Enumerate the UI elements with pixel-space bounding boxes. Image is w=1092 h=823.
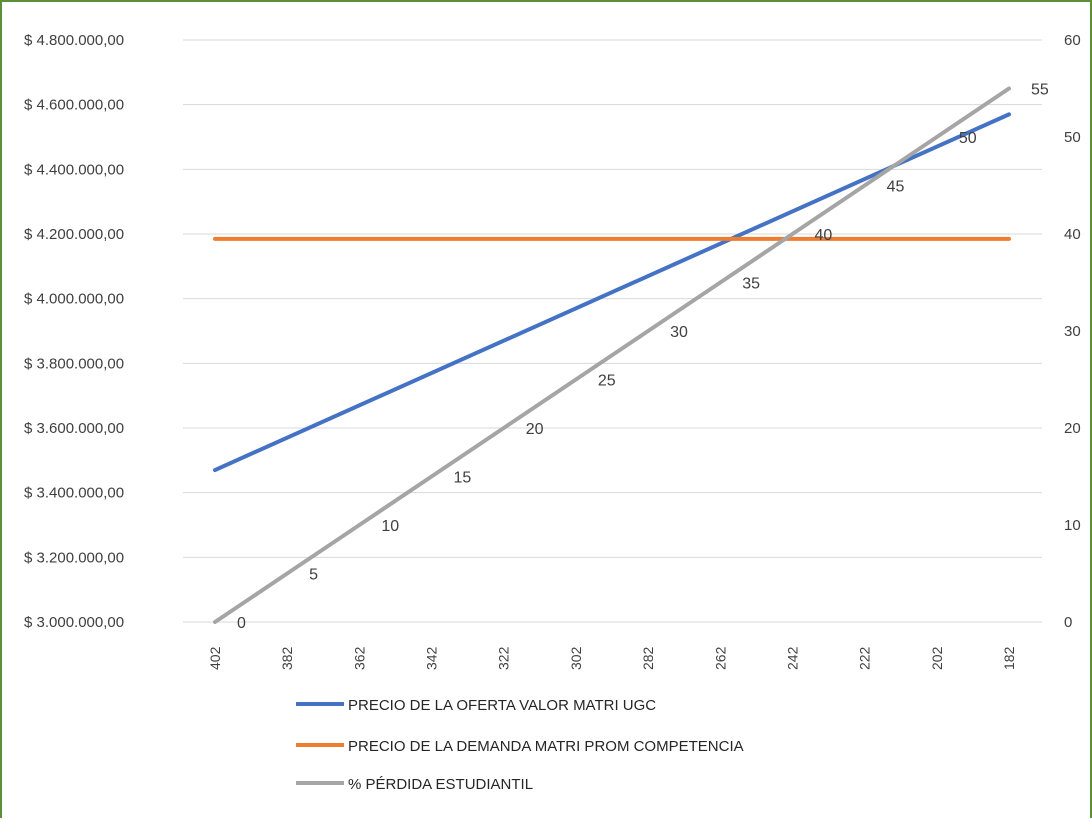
right-tick-label: 0	[1064, 614, 1072, 631]
right-tick-label: 40	[1064, 226, 1081, 243]
right-tick-label: 50	[1064, 129, 1081, 146]
x-tick-label: 262	[712, 646, 728, 670]
data-label: 45	[887, 179, 905, 196]
right-tick-label: 60	[1064, 32, 1081, 49]
data-label: 35	[742, 276, 760, 293]
gridlines	[183, 39, 1042, 623]
left-tick-label: $ 4.000.000,00	[24, 291, 124, 308]
x-tick-label: 362	[351, 646, 367, 670]
x-tick-label: 302	[568, 646, 584, 670]
x-tick-label: 182	[1001, 646, 1017, 670]
left-tick-label: $ 3.200.000,00	[24, 549, 124, 566]
left-tick-label: $ 4.600.000,00	[24, 97, 124, 114]
right-tick-label: 20	[1064, 420, 1081, 437]
series-lines	[213, 86, 1011, 624]
x-tick-label: 282	[640, 646, 656, 670]
x-tick-label: 202	[929, 646, 945, 670]
left-tick-label: $ 4.400.000,00	[24, 161, 124, 178]
legend: PRECIO DE LA OFERTA VALOR MATRI UGC PRECI…	[296, 697, 744, 793]
data-labels: 0 5 10 15 20 25 30 35 40 45 50 55	[237, 82, 1049, 633]
legend-label-1: PRECIO DE LA OFERTA VALOR MATRI UGC	[348, 697, 656, 714]
data-label: 50	[959, 130, 977, 147]
data-label: 40	[814, 227, 832, 244]
left-tick-label: $ 3.400.000,00	[24, 485, 124, 502]
series-line-1	[213, 112, 1011, 473]
right-tick-label: 30	[1064, 323, 1081, 340]
data-label: 30	[670, 324, 688, 341]
left-tick-label: $ 3.800.000,00	[24, 355, 124, 372]
data-label: 20	[526, 421, 544, 438]
data-label: 55	[1031, 82, 1049, 99]
x-tick-label: 342	[424, 646, 440, 670]
right-tick-label: 10	[1064, 517, 1081, 534]
x-tick-label: 222	[857, 646, 873, 670]
legend-label-3: % PÉRDIDA ESTUDIANTIL	[348, 776, 533, 793]
x-axis-ticks: 402 382 362 342 322 302 282 262 242 222 202 182	[207, 646, 1017, 670]
left-tick-label: $ 3.000.000,00	[24, 614, 124, 631]
data-label: 15	[454, 470, 472, 487]
left-tick-label: $ 4.200.000,00	[24, 226, 124, 243]
x-tick-label: 402	[207, 646, 223, 670]
x-tick-label: 322	[496, 646, 512, 670]
data-label: 5	[309, 567, 318, 584]
x-tick-label: 382	[279, 646, 295, 670]
data-label: 0	[237, 615, 246, 632]
series-line-3	[213, 86, 1011, 624]
data-label: 25	[598, 373, 616, 390]
left-axis-ticks: $ 3.000.000,00 $ 3.200.000,00 $ 3.400.000,…	[24, 32, 124, 631]
x-tick-label: 242	[784, 646, 800, 670]
legend-label-2: PRECIO DE LA DEMANDA MATRI PROM COMPETEN…	[348, 738, 744, 755]
right-axis-ticks: 0 10 20 30 40 50 60	[1064, 32, 1081, 631]
data-label: 10	[381, 518, 399, 535]
left-tick-label: $ 4.800.000,00	[24, 32, 124, 49]
left-tick-label: $ 3.600.000,00	[24, 420, 124, 437]
